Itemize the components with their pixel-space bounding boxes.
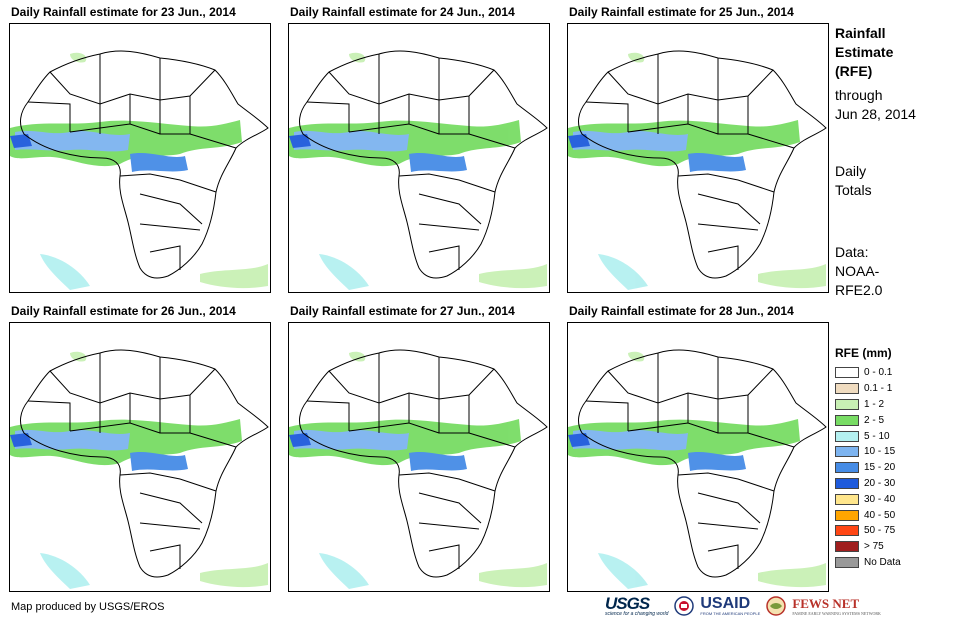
fews-logo-text: FEWS NET — [792, 595, 860, 611]
legend-swatch — [835, 509, 859, 521]
legend-swatch — [835, 367, 859, 379]
legend-swatch — [835, 462, 859, 474]
data-source-block: Data: NOAA- RFE2.0 — [835, 243, 882, 300]
map-panel-5: Daily Rainfall estimate for 27 Jun., 201… — [288, 304, 550, 592]
legend-label: No Data — [864, 556, 901, 568]
legend-label: 30 - 40 — [864, 493, 896, 505]
usaid-seal-icon — [674, 595, 695, 616]
legend-item: 50 - 75 — [835, 523, 901, 539]
data-source-line: RFE2.0 — [835, 282, 883, 298]
totals-line: Daily — [835, 163, 867, 179]
legend-swatch — [835, 477, 859, 489]
logo-strip: USGS science for a changing world USAID … — [605, 594, 881, 617]
through-label: through — [835, 87, 883, 103]
legend-item: 1 - 2 — [835, 397, 901, 413]
panel-title: Daily Rainfall estimate for 25 Jun., 201… — [569, 5, 794, 19]
sidebar-title-line: (RFE) — [835, 63, 873, 79]
africa-map — [9, 322, 271, 592]
legend-swatch — [835, 493, 859, 505]
map-panel-6: Daily Rainfall estimate for 28 Jun., 201… — [567, 304, 829, 592]
country-borders — [20, 50, 269, 279]
legend-swatch — [835, 414, 859, 426]
fews-logo-tagline: FAMINE EARLY WARNING SYSTEMS NETWORK — [792, 610, 881, 616]
legend-label: 50 - 75 — [864, 525, 896, 537]
legend-item: 20 - 30 — [835, 476, 901, 492]
usgs-logo: USGS science for a changing world — [605, 594, 668, 617]
legend-swatch — [835, 430, 859, 442]
legend-label: 40 - 50 — [864, 509, 896, 521]
through-block: through Jun 28, 2014 — [835, 86, 916, 124]
fews-net-logo: FEWS NET FAMINE EARLY WARNING SYSTEMS NE… — [792, 596, 881, 616]
usaid-logo-text: USAID — [700, 595, 751, 612]
legend-item: 0.1 - 1 — [835, 381, 901, 397]
totals-line: Totals — [835, 182, 872, 198]
legend-swatch — [835, 541, 859, 553]
legend-label: 10 - 15 — [864, 446, 896, 458]
map-panel-4: Daily Rainfall estimate for 26 Jun., 201… — [9, 304, 271, 592]
rain-band — [289, 52, 547, 290]
panel-title: Daily Rainfall estimate for 26 Jun., 201… — [11, 304, 236, 318]
africa-map — [288, 23, 550, 293]
fews-globe-icon — [766, 595, 787, 616]
legend-swatch — [835, 398, 859, 410]
legend-item: 10 - 15 — [835, 444, 901, 460]
usgs-logo-text: USGS — [605, 594, 650, 613]
map-panel-1: Daily Rainfall estimate for 23 Jun., 201… — [9, 5, 271, 293]
legend: 0 - 0.1 0.1 - 1 1 - 2 2 - 5 5 - 10 10 - 15 15 … — [835, 365, 901, 570]
legend-swatch — [835, 383, 859, 395]
legend-item: > 75 — [835, 539, 901, 555]
rain-band — [568, 52, 826, 290]
map-panel-3: Daily Rainfall estimate for 25 Jun., 201… — [567, 5, 829, 293]
sidebar-title-line: Estimate — [835, 44, 894, 60]
panel-title: Daily Rainfall estimate for 23 Jun., 201… — [11, 5, 236, 19]
legend-item: 5 - 10 — [835, 428, 901, 444]
legend-label: 2 - 5 — [864, 414, 885, 426]
africa-map — [9, 23, 271, 293]
africa-map — [567, 322, 829, 592]
country-borders — [299, 50, 548, 279]
data-source-line: NOAA- — [835, 263, 880, 279]
legend-label: 0.1 - 1 — [864, 383, 893, 395]
data-source-line: Data: — [835, 244, 869, 260]
legend-item: 0 - 0.1 — [835, 365, 901, 381]
legend-label: 20 - 30 — [864, 477, 896, 489]
totals-block: Daily Totals — [835, 162, 872, 200]
sidebar-title-line: Rainfall — [835, 25, 886, 41]
legend-label: 5 - 10 — [864, 430, 890, 442]
legend-swatch — [835, 525, 859, 537]
panel-title: Daily Rainfall estimate for 27 Jun., 201… — [290, 304, 515, 318]
map-panel-2: Daily Rainfall estimate for 24 Jun., 201… — [288, 5, 550, 293]
legend-label: > 75 — [864, 541, 884, 553]
panel-title: Daily Rainfall estimate for 28 Jun., 201… — [569, 304, 794, 318]
legend-title: RFE (mm) — [835, 346, 892, 360]
rain-band — [10, 52, 268, 290]
usaid-logo-tagline: FROM THE AMERICAN PEOPLE — [700, 611, 761, 616]
country-borders — [299, 349, 548, 578]
country-borders — [578, 50, 827, 279]
rain-band — [10, 351, 268, 589]
map-credit: Map produced by USGS/EROS — [11, 601, 165, 613]
legend-item: 2 - 5 — [835, 412, 901, 428]
africa-map — [567, 23, 829, 293]
legend-swatch — [835, 556, 859, 568]
country-borders — [578, 349, 827, 578]
sidebar-title: Rainfall Estimate (RFE) — [835, 24, 893, 81]
rain-band — [568, 351, 826, 589]
panel-title: Daily Rainfall estimate for 24 Jun., 201… — [290, 5, 515, 19]
legend-item: 15 - 20 — [835, 460, 901, 476]
legend-swatch — [835, 446, 859, 458]
legend-label: 1 - 2 — [864, 398, 885, 410]
africa-map — [288, 322, 550, 592]
legend-label: 15 - 20 — [864, 462, 896, 474]
legend-item: No Data — [835, 555, 901, 571]
legend-item: 30 - 40 — [835, 491, 901, 507]
legend-item: 40 - 50 — [835, 507, 901, 523]
legend-label: 0 - 0.1 — [864, 367, 893, 379]
through-date: Jun 28, 2014 — [835, 106, 916, 122]
usaid-logo: USAID FROM THE AMERICAN PEOPLE — [700, 595, 760, 616]
usgs-logo-tagline: science for a changing world — [605, 611, 669, 617]
rain-band — [289, 351, 547, 589]
country-borders — [20, 349, 269, 578]
